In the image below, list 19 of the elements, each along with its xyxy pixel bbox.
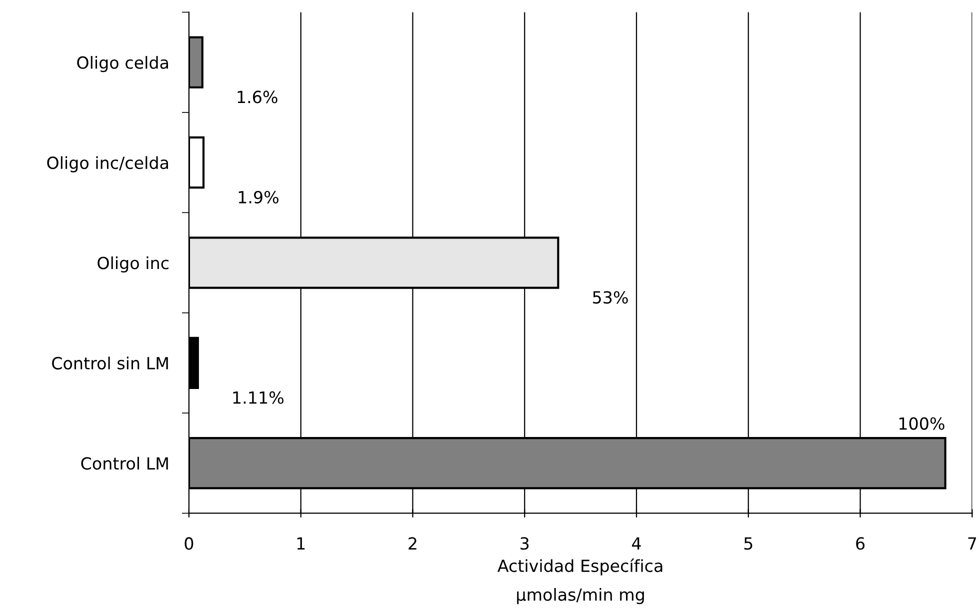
x-tick-label: 6 <box>856 537 865 550</box>
x-tick-label: 4 <box>632 537 641 550</box>
x-tick-label: 5 <box>744 537 752 550</box>
x-tick-label: 3 <box>520 537 529 550</box>
y-tick-label: Control sin LM <box>52 356 168 370</box>
x-axis-title: Actividad Específica μmolas/min mg <box>498 558 662 604</box>
y-tick-label: Control LM <box>81 456 168 470</box>
annotation: 1.9% <box>238 190 278 204</box>
y-tick-label: Oligo inc/celda <box>47 156 168 172</box>
annotation: 53% <box>593 291 628 304</box>
y-tick-label: Oligo inc <box>98 256 168 273</box>
x-tick-label: 7 <box>968 537 976 550</box>
x-tick-label: 2 <box>408 537 416 550</box>
annotation: 100% <box>899 417 944 430</box>
annotation: 1.11% <box>233 391 284 404</box>
x-tick-label: 0 <box>184 537 194 550</box>
y-tick-label: Oligo celda <box>77 56 168 72</box>
x-tick-label: 1 <box>297 537 305 550</box>
annotation: 1.6% <box>238 90 278 104</box>
